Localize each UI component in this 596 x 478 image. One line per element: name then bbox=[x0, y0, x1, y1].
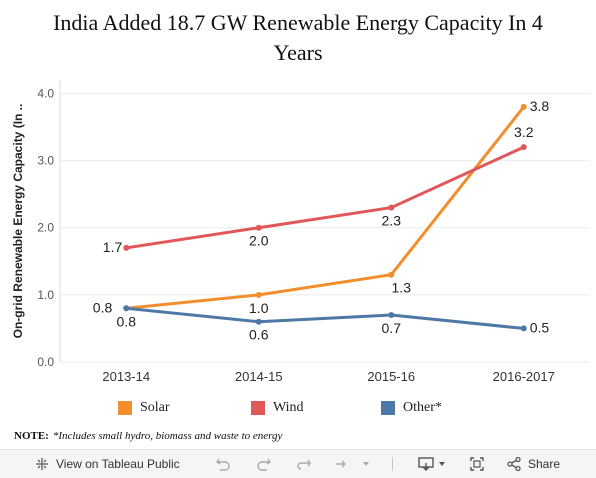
refresh-icon bbox=[336, 460, 346, 468]
legend-swatch-solar bbox=[118, 401, 132, 415]
share-button[interactable]: Share bbox=[506, 450, 560, 478]
legend-swatch-wind bbox=[251, 401, 265, 415]
data-point bbox=[255, 291, 262, 298]
data-point bbox=[520, 103, 527, 110]
data-label: 0.8 bbox=[93, 299, 113, 315]
series-line-solar bbox=[126, 105, 525, 310]
chevron-down-icon bbox=[439, 462, 445, 466]
x-tick-label: 2013-14 bbox=[102, 369, 150, 384]
refresh-button[interactable] bbox=[333, 450, 349, 478]
redo-button[interactable] bbox=[256, 450, 272, 478]
legend-item-wind[interactable]: Wind bbox=[251, 400, 304, 416]
legend-label-wind: Wind bbox=[273, 400, 304, 415]
undo-button[interactable] bbox=[215, 450, 231, 478]
download-button[interactable] bbox=[417, 450, 435, 478]
data-point bbox=[520, 144, 527, 151]
series-line-other bbox=[126, 306, 524, 330]
share-label: Share bbox=[528, 457, 561, 471]
chart-title: India Added 18.7 GW Renewable Energy Cap… bbox=[0, 8, 596, 68]
legend-item-other[interactable]: Other* bbox=[381, 400, 442, 416]
legend-label-other: Other* bbox=[403, 400, 442, 415]
data-label: 0.6 bbox=[249, 327, 269, 343]
view-on-tableau-label: View on Tableau Public bbox=[56, 457, 180, 471]
data-point bbox=[123, 305, 130, 312]
legend-label-solar: Solar bbox=[140, 400, 170, 415]
data-label: 1.0 bbox=[249, 300, 269, 316]
line-chart: 0.0 1.0 2.0 3.0 4.0 2013-14 2014-15 2015-16 2016… bbox=[11, 80, 590, 384]
x-tick-label: 2016-2017 bbox=[493, 369, 555, 384]
data-label: 2.3 bbox=[382, 213, 402, 229]
data-point bbox=[388, 204, 395, 211]
title-line-2: Years bbox=[273, 40, 323, 65]
tableau-toolbar: View on Tableau Public Share bbox=[0, 449, 596, 478]
view-on-tableau-button[interactable]: View on Tableau Public bbox=[34, 450, 180, 478]
data-label: 0.7 bbox=[382, 320, 402, 336]
data-label: 0.5 bbox=[530, 319, 550, 335]
data-point bbox=[255, 224, 262, 231]
fullscreen-icon bbox=[470, 457, 484, 471]
data-label: 3.8 bbox=[530, 98, 550, 114]
data-label: 0.8 bbox=[117, 313, 137, 329]
data-label: 1.7 bbox=[103, 239, 123, 255]
footnote: NOTE: *Includes small hydro, biomass and … bbox=[14, 430, 282, 442]
download-icon bbox=[418, 457, 434, 471]
share-icon bbox=[507, 456, 521, 472]
data-point bbox=[388, 271, 395, 278]
legend-swatch-other bbox=[381, 401, 395, 415]
y-tick-label: 4.0 bbox=[37, 86, 54, 100]
revert-icon bbox=[297, 459, 311, 470]
data-label: 3.2 bbox=[514, 124, 534, 140]
redo-icon bbox=[257, 458, 271, 471]
chevron-down-icon bbox=[363, 462, 369, 466]
revert-button[interactable] bbox=[296, 450, 312, 478]
footnote-label: NOTE: bbox=[14, 430, 49, 442]
legend-item-solar[interactable]: Solar bbox=[118, 400, 170, 416]
y-tick-label: 3.0 bbox=[37, 154, 54, 168]
y-tick-label: 1.0 bbox=[37, 288, 54, 302]
x-tick-label: 2014-15 bbox=[235, 369, 283, 384]
undo-icon bbox=[216, 458, 230, 471]
data-label: 1.3 bbox=[392, 280, 412, 296]
data-point bbox=[388, 312, 395, 318]
refresh-dropdown[interactable] bbox=[361, 450, 371, 478]
y-tick-label: 2.0 bbox=[37, 221, 54, 235]
footnote-text: *Includes small hydro, biomass and waste… bbox=[52, 430, 283, 442]
tableau-logo-icon bbox=[36, 458, 48, 470]
fullscreen-button[interactable] bbox=[469, 450, 485, 478]
data-point bbox=[255, 318, 262, 325]
data-label: 2.0 bbox=[249, 233, 269, 249]
toolbar-divider bbox=[392, 457, 393, 471]
y-axis-title: On-grid Renewable Energy Capacity (In .. bbox=[11, 104, 25, 339]
data-point bbox=[123, 244, 130, 251]
x-tick-label: 2015-16 bbox=[367, 369, 415, 384]
y-tick-label: 0.0 bbox=[37, 355, 54, 369]
series-line-wind bbox=[126, 145, 525, 250]
download-dropdown[interactable] bbox=[437, 450, 447, 478]
data-point bbox=[520, 325, 527, 332]
legend: Solar Wind Other* bbox=[0, 400, 596, 422]
title-line-1: India Added 18.7 GW Renewable Energy Cap… bbox=[53, 10, 543, 35]
